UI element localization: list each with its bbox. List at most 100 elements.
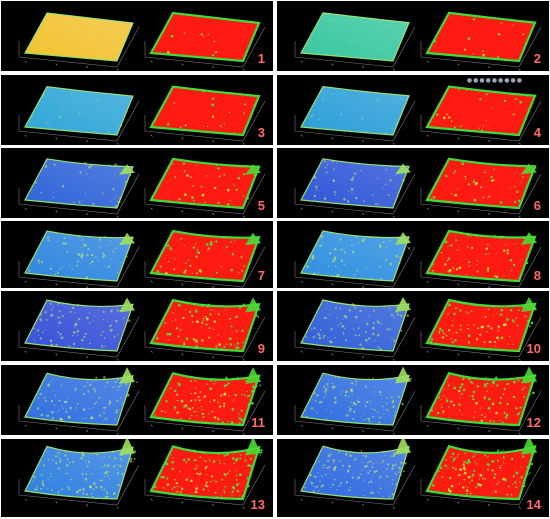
point-marker [106, 495, 109, 499]
axis-tick [426, 60, 429, 63]
corner-peak [119, 367, 135, 384]
axis-tick [242, 358, 245, 361]
point-marker [233, 462, 236, 465]
point-marker [205, 465, 208, 468]
point-marker [495, 275, 499, 279]
point-marker [115, 319, 118, 323]
point-marker [380, 394, 382, 396]
point-marker [227, 420, 229, 423]
point-marker [204, 315, 207, 318]
point-marker [385, 467, 388, 470]
point-marker [187, 14, 190, 16]
point-marker [369, 400, 371, 403]
point-marker [311, 43, 313, 45]
point-marker [77, 253, 81, 257]
point-marker [493, 305, 496, 308]
point-marker [102, 252, 104, 255]
point-marker [518, 309, 520, 311]
point-marker [503, 249, 506, 252]
point-marker [345, 390, 348, 394]
point-marker [66, 458, 69, 461]
point-marker [44, 165, 48, 168]
point-marker [117, 200, 121, 204]
panel-11: 11 [1, 365, 273, 435]
point-marker [498, 327, 500, 329]
point-marker [242, 303, 246, 307]
point-marker [179, 470, 181, 473]
point-marker [168, 338, 170, 341]
point-marker [334, 248, 337, 251]
point-marker [447, 257, 450, 260]
point-marker [164, 411, 166, 413]
axis-tick [488, 66, 491, 69]
point-marker [238, 346, 240, 349]
point-marker [346, 200, 350, 203]
point-marker [348, 406, 350, 408]
point-marker [46, 121, 50, 124]
point-marker [466, 486, 468, 488]
point-marker [365, 322, 369, 326]
axis-frame [144, 390, 266, 432]
point-marker [325, 408, 327, 410]
point-marker [384, 482, 386, 484]
point-marker [85, 493, 89, 496]
point-marker [72, 334, 74, 337]
axis-frame [294, 464, 416, 506]
point-marker [62, 242, 65, 245]
point-marker [61, 488, 63, 491]
axis-tick [300, 350, 303, 353]
axis-tick [426, 280, 429, 283]
axis-tick [86, 504, 89, 507]
point-marker [307, 272, 309, 275]
axis-tick [518, 432, 521, 435]
surface-shading [301, 12, 409, 61]
point-marker [205, 243, 209, 246]
axis-tick [150, 350, 153, 353]
point-marker [190, 399, 193, 402]
point-marker [479, 478, 481, 480]
point-marker [52, 196, 55, 199]
point-marker [457, 454, 459, 456]
point-marker [438, 470, 440, 472]
point-marker [329, 19, 332, 22]
point-marker [467, 334, 471, 337]
point-marker [398, 466, 401, 469]
point-marker [208, 458, 211, 461]
point-marker [505, 413, 509, 417]
point-marker [90, 417, 93, 420]
point-marker [108, 328, 110, 331]
point-marker [343, 251, 346, 254]
point-marker [235, 483, 239, 487]
point-marker [429, 490, 431, 492]
point-marker [231, 408, 235, 411]
point-marker [309, 115, 313, 118]
point-marker [104, 345, 106, 347]
axis-tick [86, 286, 89, 288]
point-marker [371, 277, 374, 279]
point-marker [208, 413, 210, 415]
point-marker [88, 322, 91, 324]
axis-tick [331, 283, 334, 286]
point-marker [339, 238, 342, 241]
point-marker [106, 417, 109, 419]
point-marker [348, 308, 352, 312]
point-marker [458, 473, 461, 477]
point-marker [458, 89, 460, 91]
point-marker [357, 327, 360, 330]
axis-tick [55, 427, 58, 430]
point-marker [235, 457, 239, 461]
point-marker [226, 453, 229, 456]
point-marker [383, 417, 385, 419]
point-marker [206, 473, 208, 476]
point-marker [331, 160, 334, 163]
point-marker [523, 395, 526, 398]
point-marker [522, 236, 525, 239]
point-marker [463, 478, 465, 481]
point-marker [223, 236, 226, 239]
point-marker [464, 460, 467, 463]
axis-tick [116, 142, 119, 145]
axis-tick [24, 350, 27, 353]
point-marker [88, 485, 92, 489]
point-marker [219, 460, 221, 462]
point-marker [326, 383, 329, 386]
